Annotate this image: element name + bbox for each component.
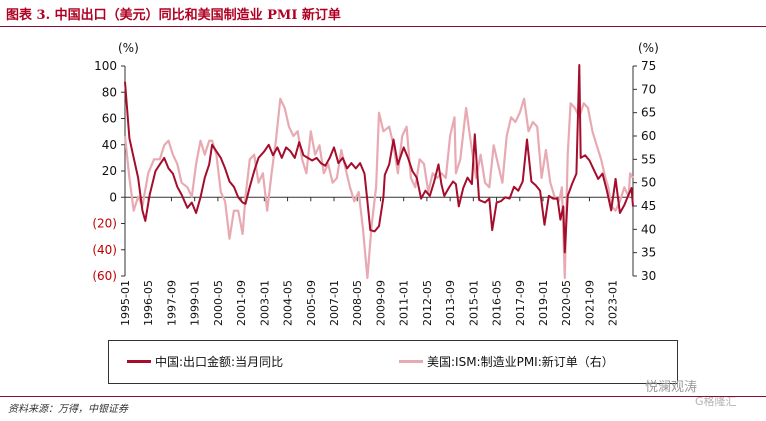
legend-swatch-china	[127, 360, 151, 363]
bottom-rule	[0, 396, 766, 397]
right-axis-unit-label: (%)	[638, 41, 659, 55]
plot-area	[123, 64, 634, 280]
left-tick-label: (60)	[92, 269, 117, 283]
right-tick-label: 70	[641, 82, 656, 96]
watermark: 悦澜观涛	[645, 376, 697, 395]
x-tick-label: 2015-01	[467, 280, 480, 326]
series-line-china-export-yoy	[124, 64, 634, 254]
right-tick-label: 45	[641, 199, 656, 213]
right-tick-label: 55	[641, 152, 656, 166]
right-axis: 75 70 65 60 55 50 45 40 35 30	[632, 59, 656, 283]
x-tick-label: 2001-09	[235, 280, 248, 326]
x-tick-label: 1999-01	[189, 280, 202, 326]
x-axis: 1995-01 1996-05 1997-09 1999-01 2000-05 2001-…	[119, 196, 633, 326]
legend-label-us: 美国:ISM:制造业PMI:新订单（右）	[427, 355, 614, 369]
x-tick-label: 2011-01	[398, 280, 411, 326]
left-tick-label: 0	[109, 190, 117, 204]
x-tick-label: 2009-09	[374, 280, 387, 326]
right-tick-label: 50	[641, 176, 656, 190]
legend-label-china: 中国:出口金额:当月同比	[155, 355, 284, 369]
x-tick-label: 2012-05	[421, 280, 434, 326]
x-tick-label: 2017-09	[514, 280, 527, 326]
legend-swatch-us	[399, 360, 423, 363]
left-tick-label: 40	[102, 138, 117, 152]
watermark-logo: G格隆汇	[695, 393, 737, 409]
x-tick-label: 2020-05	[560, 280, 573, 326]
x-tick-label: 2007-01	[328, 280, 341, 326]
x-tick-label: 1995-01	[119, 280, 132, 326]
x-tick-label: 2016-05	[491, 280, 504, 326]
left-tick-label: 60	[102, 112, 117, 126]
chart: 100 80 60 40 20 0 (20) (40) (60) 75 70 65 60 55 50 45 4…	[92, 41, 659, 326]
right-tick-label: 60	[641, 129, 656, 143]
left-tick-label: 20	[102, 164, 117, 178]
watermark-text: 格隆汇	[703, 395, 737, 408]
title-rule	[0, 26, 766, 27]
watermark-logo-icon: G	[695, 395, 704, 408]
x-tick-label: 2004-05	[282, 280, 295, 326]
right-tick-label: 75	[641, 59, 656, 73]
x-tick-label: 2003-01	[258, 280, 271, 326]
x-tick-label: 1997-09	[165, 280, 178, 326]
x-tick-label: 2000-05	[212, 280, 225, 326]
right-tick-label: 65	[641, 106, 656, 120]
x-tick-label: 1996-05	[142, 280, 155, 326]
figure-title: 图表 3. 中国出口（美元）同比和美国制造业 PMI 新订单	[6, 8, 341, 23]
legend-item-us: 美国:ISM:制造业PMI:新订单（右）	[399, 353, 614, 370]
x-tick-label: 2008-05	[351, 280, 364, 326]
left-tick-label: 100	[94, 59, 117, 73]
x-tick-label: 2019-01	[537, 280, 550, 326]
source-note: 资料来源：万得，中银证券	[8, 404, 128, 415]
legend: 中国:出口金额:当月同比 美国:ISM:制造业PMI:新订单（右）	[108, 340, 678, 384]
left-axis-unit-label: (%)	[118, 41, 139, 55]
left-axis: 100 80 60 40 20 0 (20) (40) (60)	[92, 59, 126, 283]
left-tick-label: (40)	[92, 243, 117, 257]
right-tick-label: 30	[641, 269, 656, 283]
left-tick-label: 80	[102, 85, 117, 99]
x-tick-label: 2013-09	[444, 280, 457, 326]
right-tick-label: 35	[641, 246, 656, 260]
legend-item-china: 中国:出口金额:当月同比	[127, 353, 283, 370]
watermark-text-2: 悦澜观涛	[645, 380, 698, 395]
right-tick-label: 40	[641, 222, 656, 236]
series-line-us-ism-new-orders	[123, 97, 634, 280]
x-tick-label: 2021-09	[583, 280, 596, 326]
left-tick-label: (20)	[92, 217, 117, 231]
x-tick-label: 2005-09	[305, 280, 318, 326]
x-tick-label: 2023-01	[607, 280, 620, 326]
